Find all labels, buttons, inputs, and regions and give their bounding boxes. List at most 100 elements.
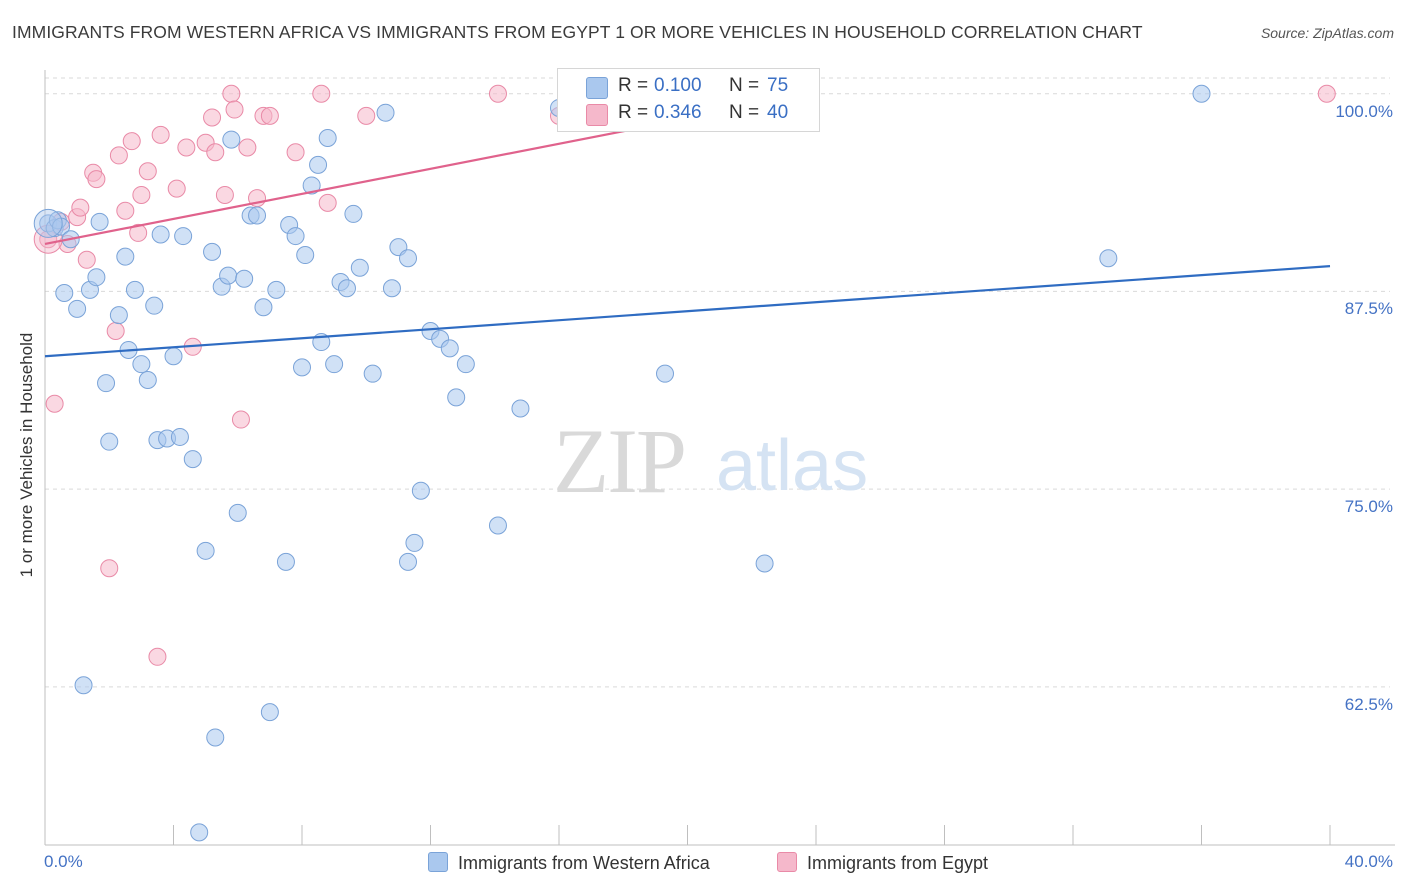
- egypt-point: [225, 100, 244, 119]
- western-africa-point: [203, 242, 222, 261]
- western-africa-point: [456, 355, 475, 374]
- western-africa-point: [1099, 249, 1118, 268]
- egypt-point: [77, 250, 96, 269]
- western-africa-point: [196, 541, 215, 560]
- western-africa-point: [219, 266, 238, 285]
- western-africa-point: [267, 280, 286, 299]
- egypt-point: [129, 223, 148, 242]
- egypt-point: [238, 138, 257, 157]
- western-africa-point: [222, 130, 241, 149]
- egypt-point: [231, 410, 250, 429]
- western-africa-point: [363, 364, 382, 383]
- egypt-point: [109, 146, 128, 165]
- western-africa-point: [206, 728, 225, 747]
- egypt-point: [167, 179, 186, 198]
- western-africa-point: [337, 279, 356, 298]
- egypt-point: [100, 559, 119, 578]
- y-tick-label: 62.5%: [1344, 694, 1393, 714]
- x-tick-label-max: 40.0%: [1344, 852, 1393, 871]
- legend-r-label: R =: [618, 75, 649, 96]
- egypt-point: [222, 84, 241, 103]
- legend-swatch-pink: [586, 104, 608, 126]
- grid-lines: [45, 77, 1390, 688]
- western-africa-point: [116, 247, 135, 266]
- y-tick-label: 75.0%: [1344, 497, 1393, 517]
- western-africa-point: [302, 176, 321, 195]
- legend-r-value: 0.346: [654, 102, 702, 123]
- western-africa-point: [309, 155, 328, 174]
- western-africa-point: [170, 427, 189, 446]
- western-africa-point: [90, 212, 109, 231]
- western-africa-point: [145, 296, 164, 315]
- egypt-point: [122, 132, 141, 151]
- egypt-point: [203, 108, 222, 127]
- legend-item-western-africa: Immigrants from Western Africa: [428, 852, 710, 874]
- western-africa-point: [183, 450, 202, 469]
- egypt-point: [312, 84, 331, 103]
- series-egypt-points: [33, 84, 1336, 666]
- western-africa-point: [190, 823, 209, 842]
- egypt-point: [148, 647, 167, 666]
- legend-label: Immigrants from Egypt: [807, 853, 989, 873]
- egypt-point: [45, 394, 64, 413]
- western-africa-point: [260, 703, 279, 722]
- watermark-atlas: atlas: [716, 426, 868, 506]
- western-africa-point: [87, 268, 106, 287]
- egypt-point: [87, 170, 106, 189]
- egypt-point: [318, 193, 337, 212]
- western-africa-point: [132, 355, 151, 374]
- western-africa-point: [97, 374, 116, 393]
- western-africa-point: [235, 269, 254, 288]
- egypt-point: [1317, 84, 1336, 103]
- x-tick-label-min: 0.0%: [44, 852, 83, 871]
- western-africa-point: [382, 279, 401, 298]
- egypt-point: [488, 84, 507, 103]
- western-africa-point: [318, 129, 337, 148]
- western-africa-point: [411, 481, 430, 500]
- egypt-point: [260, 106, 279, 125]
- western-africa-point: [68, 299, 87, 318]
- western-africa-point: [440, 339, 459, 358]
- trend-lines: [44, 92, 1331, 358]
- western-africa-point: [293, 358, 311, 377]
- legend-n-value: 75: [767, 75, 789, 96]
- legend-swatch-pink: [777, 852, 797, 872]
- egypt-point: [132, 185, 151, 204]
- western-africa-point: [488, 516, 507, 535]
- watermark: ZIP atlas: [553, 410, 868, 512]
- western-africa-point: [164, 347, 183, 366]
- western-africa-point: [325, 355, 344, 374]
- western-africa-point: [174, 227, 193, 246]
- y-tick-label: 87.5%: [1344, 299, 1393, 319]
- western-africa-point: [151, 225, 170, 244]
- egypt-point: [151, 125, 170, 144]
- legend-n-label: N =: [729, 75, 760, 96]
- western-africa-point: [447, 388, 466, 407]
- legend-swatch-blue: [428, 852, 448, 872]
- watermark-zip: ZIP: [553, 410, 685, 512]
- western-africa-point: [376, 103, 395, 122]
- western-africa-point: [656, 364, 675, 383]
- western-africa-point: [100, 432, 119, 451]
- legend-item-egypt: Immigrants from Egypt: [777, 852, 988, 874]
- western-africa-point: [248, 206, 267, 225]
- western-africa-point: [55, 284, 74, 303]
- egypt-point: [71, 198, 90, 217]
- western-africa-point: [33, 208, 63, 238]
- western-africa-point: [74, 676, 93, 695]
- western-africa-point: [109, 306, 128, 325]
- western-africa-point: [350, 258, 369, 277]
- legend-label: Immigrants from Western Africa: [458, 853, 710, 873]
- western-africa-point: [399, 552, 418, 571]
- egypt-point: [116, 201, 135, 220]
- western-africa-point: [276, 552, 295, 571]
- egypt-point: [286, 143, 305, 162]
- egypt-point: [215, 185, 234, 204]
- western-africa-point: [405, 533, 424, 552]
- chart-title: IMMIGRANTS FROM WESTERN AFRICA VS IMMIGR…: [12, 22, 1143, 42]
- western-africa-point: [228, 503, 247, 522]
- y-tick-label: 100.0%: [1335, 101, 1393, 121]
- legend-n-label: N =: [729, 102, 760, 123]
- western-africa-point: [755, 554, 774, 573]
